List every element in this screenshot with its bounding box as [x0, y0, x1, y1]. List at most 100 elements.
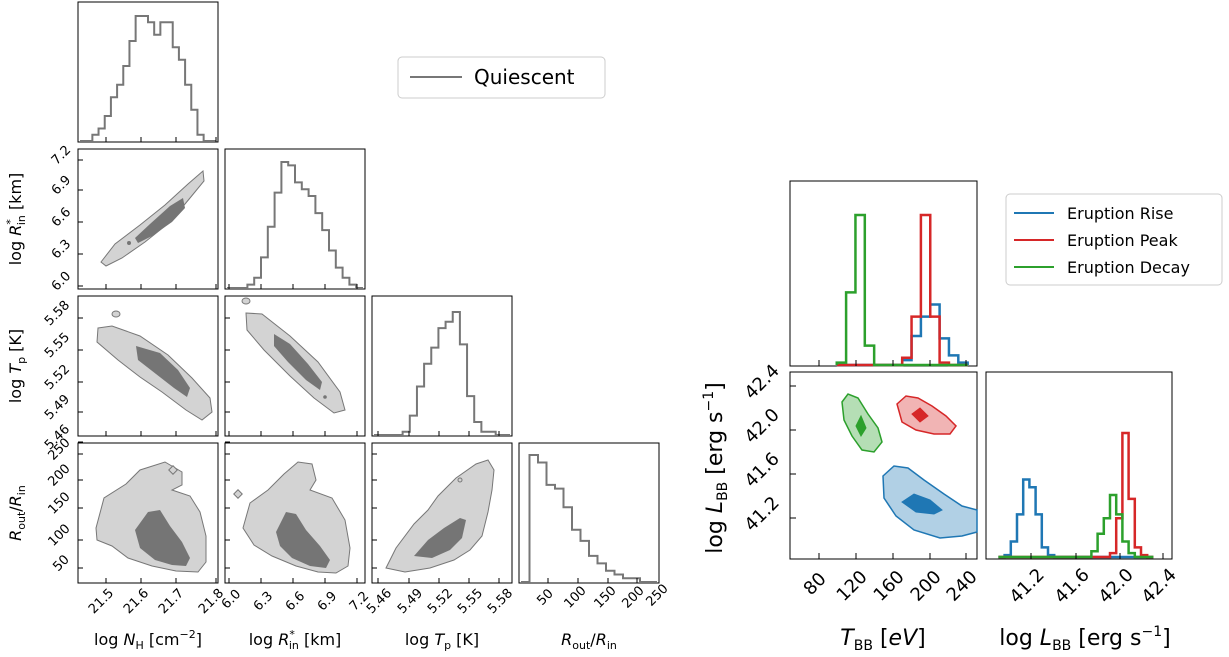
ylabel-log-rin: log R*in [km]	[4, 173, 28, 266]
panel-frame-tp-hist	[371, 295, 513, 437]
xlabel-tbb: TBB [eV]	[840, 626, 925, 654]
ytick-rin-6.0: 6.0	[49, 269, 74, 294]
ytick-rin-6.6: 6.6	[49, 205, 74, 230]
contour-inner-rout-vs-rin	[276, 512, 330, 568]
ytick-rin-6.3: 6.3	[49, 237, 74, 262]
ytick-lbb-42.4: 42.4	[741, 361, 784, 404]
contour-decay	[841, 393, 883, 453]
tick-nh-21.6: 21.6	[121, 586, 152, 617]
legend-eruption: Eruption Rise Eruption Peak Eruption Dec…	[1005, 193, 1223, 286]
legend-label-peak: Eruption Peak	[1067, 231, 1178, 250]
tick-tp-5.49: 5.49	[395, 586, 426, 617]
tick-tp-5.58: 5.58	[485, 586, 516, 617]
tick-rin-6.9: 6.9	[315, 589, 340, 614]
panel-frame-rout-vs-tp	[371, 442, 513, 584]
contour-rise	[882, 465, 978, 539]
legend-box	[397, 56, 606, 99]
panel-frame-lbb-vs-tbb	[789, 371, 978, 560]
tick-lbb-41.6: 41.6	[1051, 565, 1094, 608]
tick-tp-5.52: 5.52	[425, 586, 456, 617]
tick-nh-21.7: 21.7	[156, 586, 187, 617]
ytick-rout-150: 150	[45, 489, 73, 517]
contour-outer-rout-vs-tp	[385, 459, 495, 573]
panel-frame-tp-vs-nh	[77, 295, 219, 437]
legend-box-eruption	[1005, 193, 1223, 286]
tick-rout-50: 50	[534, 586, 556, 608]
ytick-tp-5.49: 5.49	[42, 392, 73, 423]
histogram-tbb-decay	[835, 213, 968, 367]
tick-rout-100: 100	[561, 583, 589, 611]
ytick-tp-5.58: 5.58	[42, 298, 73, 329]
legend-label-quiescent: Quiescent	[474, 65, 575, 89]
panel-frame-rin-hist	[224, 148, 366, 290]
ytick-rin-7.2: 7.2	[49, 143, 74, 168]
ytick-tp-5.52: 5.52	[42, 362, 73, 393]
panel-frame-rout-vs-nh	[77, 442, 219, 584]
histogram-tbb-rise	[836, 303, 969, 367]
histogram-rout-rin	[521, 454, 657, 583]
tick-tp-5.55: 5.55	[455, 586, 486, 617]
tick-tp-5.46: 5.46	[364, 586, 395, 617]
contour-inner-tp-vs-rin	[274, 334, 327, 399]
histogram-log-tp	[374, 311, 510, 436]
tick-rin-6.6: 6.6	[283, 589, 308, 614]
ytick-rin-6.9: 6.9	[49, 173, 74, 198]
xlabel-log-rin: log R* in [km]	[249, 628, 342, 652]
contour-inner-rout-vs-nh	[135, 510, 190, 566]
tick-tbb-80: 80	[800, 569, 831, 600]
histogram-log-nh	[80, 15, 216, 142]
xlabel-rout-rin: Rout/Rin	[561, 630, 617, 652]
ytick-lbb-41.6: 41.6	[741, 449, 784, 492]
ylabel-log-tp: log Tp [K]	[6, 329, 28, 403]
histogram-tbb-peak	[836, 213, 968, 367]
contour-outer-tp-vs-nh	[96, 310, 213, 421]
histogram-lbb-peak	[998, 431, 1154, 559]
right-y-tick-labels: 42.4 42.0 41.6 41.2	[741, 361, 784, 536]
tick-tbb-200: 200	[907, 567, 946, 606]
panel-frame-rout-hist	[518, 442, 660, 584]
left-y-tick-labels: 7.2 6.9 6.6 6.3 6.0 5.58 5.55 5.52 5.49 …	[42, 143, 74, 575]
legend-quiescent: Quiescent	[397, 56, 606, 99]
ytick-rout-50: 50	[50, 552, 72, 574]
panel-frame-rin-vs-nh	[77, 148, 219, 290]
contour-inner-tp-vs-nh	[136, 346, 190, 397]
panel-frame-tp-vs-rin	[224, 295, 366, 437]
contour-outer-rin-vs-nh	[100, 169, 205, 267]
ytick-rout-100: 100	[45, 521, 73, 549]
left-x-tick-labels: 21.5 21.6 21.7 21.8 6.0 6.3 6.6 6.9 7.2 …	[86, 581, 672, 617]
ylabel-lbb: log LBB [erg s−1]	[701, 382, 731, 553]
ytick-lbb-41.2: 41.2	[741, 493, 784, 536]
tick-tbb-160: 160	[870, 567, 909, 606]
contour-inner-rout-vs-tp	[414, 518, 466, 558]
left-y-axis-labels: log R*in [km] log Tp [K] Rout/Rin	[4, 173, 28, 541]
xlabel-lbb: log LBB [erg s−1]	[999, 624, 1170, 654]
left-corner-plot: 21.5 21.6 21.7 21.8 6.0 6.3 6.6 6.9 7.2 …	[4, 1, 672, 652]
panel-frame-nh-hist	[77, 1, 219, 143]
tick-rin-6.3: 6.3	[251, 589, 276, 614]
tick-lbb-42.0: 42.0	[1095, 565, 1138, 608]
tick-rout-200: 200	[619, 583, 647, 611]
contour-peak	[896, 395, 957, 435]
xlabel-log-tp: log Tp [K]	[405, 630, 479, 652]
histogram-lbb-rise	[998, 478, 1154, 559]
tick-rout-150: 150	[591, 583, 619, 611]
legend-label-rise: Eruption Rise	[1067, 204, 1173, 223]
histogram-lbb-decay	[998, 493, 1154, 559]
histogram-log-rin	[227, 161, 363, 289]
ytick-lbb-42.0: 42.0	[741, 405, 784, 448]
right-corner-plot: 80 120 160 200 240 41.2 41.6 42.0 42.4 4…	[701, 180, 1223, 654]
tick-tbb-120: 120	[833, 567, 872, 606]
tick-lbb-41.2: 41.2	[1006, 565, 1049, 608]
tick-tbb-240: 240	[943, 567, 982, 606]
ytick-tp-5.55: 5.55	[42, 330, 73, 361]
contour-inner-rin-vs-nh	[127, 198, 185, 245]
tick-rin-6.0: 6.0	[219, 587, 244, 612]
left-x-axis-labels: log NH [cm−2] log R* in [km] log Tp [K] R…	[94, 628, 617, 652]
right-x-tick-labels: 80 120 160 200 240 41.2 41.6 42.0 42.4	[800, 565, 1181, 608]
ylabel-rout-rin: Rout/Rin	[6, 485, 28, 541]
ytick-rout-200: 200	[45, 461, 73, 489]
tick-nh-21.5: 21.5	[86, 586, 117, 617]
tick-lbb-42.4: 42.4	[1138, 565, 1181, 608]
right-tick-marks	[790, 360, 1164, 559]
